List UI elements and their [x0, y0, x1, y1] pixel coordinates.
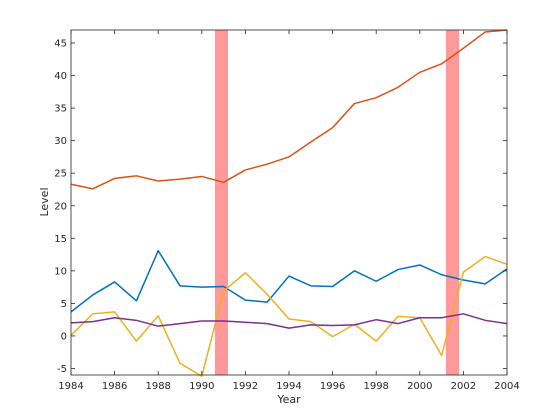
plot-background: [71, 30, 507, 375]
series-lines: [70, 29, 508, 378]
x-tick-label-1994: 1994: [276, 381, 301, 392]
y-tick-label--5: -5: [57, 364, 67, 375]
x-tick-label-2000: 2000: [407, 381, 432, 392]
series-line-2: [70, 249, 508, 313]
x-axis-label: Year: [276, 393, 301, 406]
y-tick-label-45: 45: [54, 39, 67, 50]
x-tick-label-1998: 1998: [363, 381, 388, 392]
y-tick-label-30: 30: [54, 136, 67, 147]
series-line-1: [70, 29, 508, 190]
y-tick-label-15: 15: [54, 234, 67, 245]
y-tick-label-25: 25: [54, 169, 67, 180]
y-tick-label-35: 35: [54, 104, 67, 115]
x-tick-label-1990: 1990: [189, 381, 214, 392]
x-tick-label-2002: 2002: [451, 381, 476, 392]
x-tick-label-1992: 1992: [233, 381, 258, 392]
x-tick-label-1996: 1996: [320, 381, 345, 392]
x-tick-label-1986: 1986: [102, 381, 127, 392]
y-axis-ticks: -5 0 5 10 15 20 25 30 35 40 45: [54, 39, 507, 375]
series-line-3: [70, 255, 508, 378]
x-tick-label-1988: 1988: [145, 381, 170, 392]
y-tick-label-10: 10: [54, 266, 67, 277]
series-line-4: [70, 313, 508, 329]
x-tick-label-2004: 2004: [494, 381, 519, 392]
x-tick-label-1984: 1984: [58, 381, 83, 392]
y-axis-label: Level: [38, 187, 51, 216]
y-tick-label-40: 40: [54, 71, 67, 82]
shaded-region-2: [445, 30, 460, 375]
shaded-regions: [214, 30, 460, 375]
x-axis-ticks: 1984 1986 1988 1990 1992 1994 1996 1998 2000 2002…: [58, 30, 520, 392]
y-tick-label-5: 5: [61, 299, 67, 310]
y-tick-label-0: 0: [61, 331, 67, 342]
y-tick-label-20: 20: [54, 201, 67, 212]
shaded-region-1: [214, 30, 228, 375]
